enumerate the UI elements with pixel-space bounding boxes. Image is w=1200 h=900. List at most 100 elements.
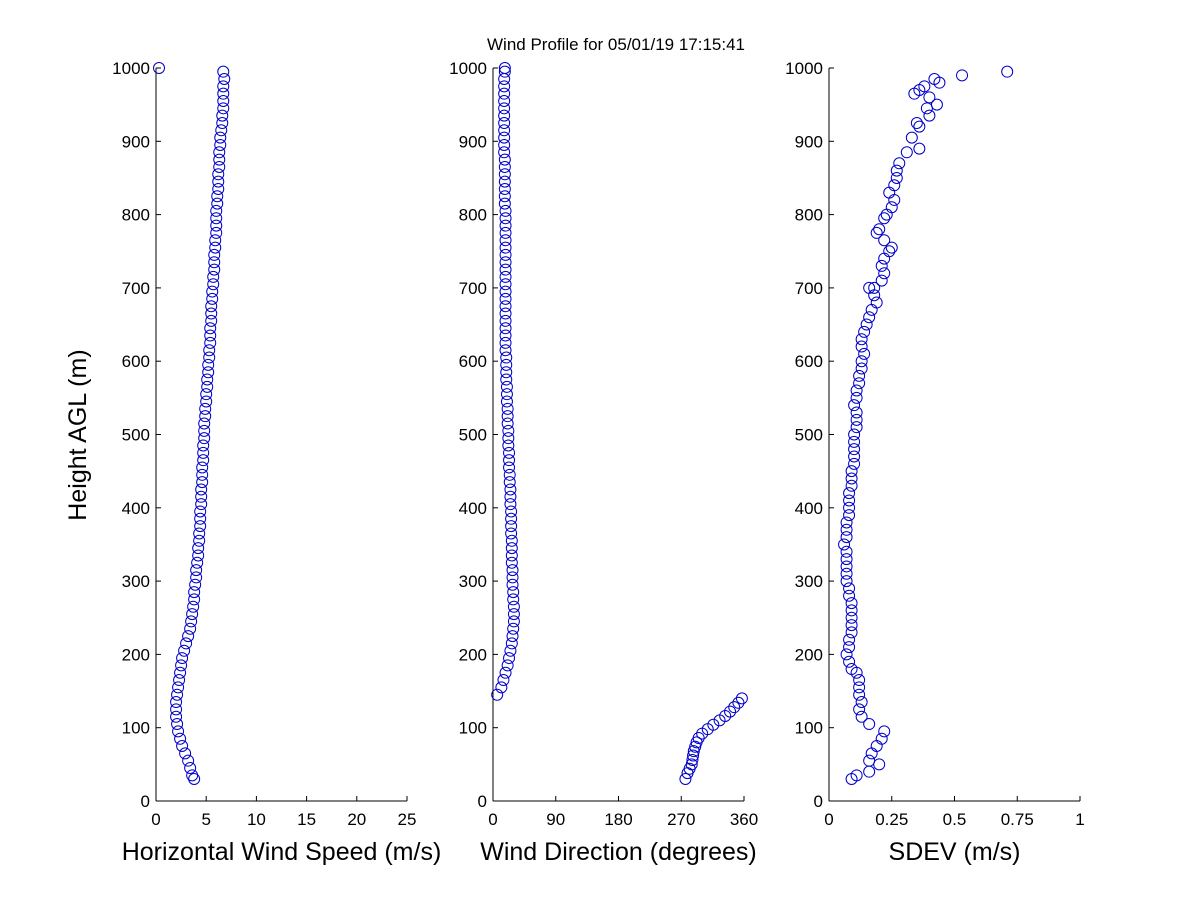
data-point — [858, 347, 871, 360]
y-axis-title: Height AGL (m) — [64, 349, 92, 520]
data-point — [843, 641, 856, 654]
data-point — [499, 263, 512, 276]
x-axis-title: SDEV (m/s) — [889, 838, 1021, 866]
data-point — [507, 593, 520, 606]
data-point — [890, 164, 903, 177]
data-point — [506, 630, 519, 643]
data-point — [848, 443, 861, 456]
data-point — [503, 454, 516, 467]
wind-direction-panel: 0 100 200 300 400 500 600 700 800 900 1000 0 90 180 27… — [449, 59, 758, 866]
data-point — [217, 80, 230, 93]
data-point — [495, 681, 508, 694]
data-point — [845, 626, 858, 639]
data-point — [198, 432, 211, 445]
data-point — [840, 567, 853, 580]
y-tick-label: 400 — [795, 499, 823, 518]
data-point — [855, 362, 868, 375]
data-point — [192, 542, 205, 555]
y-tick-label: 500 — [122, 426, 150, 445]
data-point — [172, 681, 185, 694]
y-tick-label: 100 — [122, 719, 150, 738]
data-point — [204, 322, 217, 335]
data-point — [498, 160, 511, 173]
data-point — [499, 256, 512, 269]
data-point — [845, 611, 858, 624]
data-point — [170, 703, 183, 716]
data-point — [505, 520, 518, 533]
data-point — [840, 560, 853, 573]
x-tick-label: 1 — [1075, 810, 1084, 829]
data-point — [498, 80, 511, 93]
data-point — [216, 116, 229, 129]
data-point — [863, 311, 876, 324]
data-point — [850, 421, 863, 434]
data-point — [1001, 65, 1014, 78]
data-point — [491, 688, 504, 701]
y-tick-label: 1000 — [449, 59, 487, 78]
data-point — [687, 749, 700, 762]
data-point — [505, 549, 518, 562]
data-point — [870, 740, 883, 753]
data-point — [878, 234, 891, 247]
data-point — [850, 413, 863, 426]
data-point — [505, 527, 518, 540]
y-tick-label: 800 — [795, 206, 823, 225]
data-point — [507, 600, 520, 613]
data-point — [172, 725, 185, 738]
data-point — [880, 208, 893, 221]
data-point — [850, 384, 863, 397]
y-tick-label: 500 — [795, 426, 823, 445]
data-point — [499, 314, 512, 327]
data-point — [199, 410, 212, 423]
data-point — [195, 483, 208, 496]
data-point — [883, 186, 896, 199]
data-point — [956, 69, 969, 82]
data-point — [845, 479, 858, 492]
data-point — [209, 234, 222, 247]
data-point — [845, 465, 858, 478]
y-tick-label: 400 — [459, 499, 487, 518]
data-point — [196, 468, 209, 481]
data-point — [840, 545, 853, 558]
data-point — [499, 204, 512, 217]
y-tick-label: 200 — [122, 645, 150, 664]
data-point — [212, 168, 225, 181]
data-point — [505, 534, 518, 547]
data-point — [194, 505, 207, 518]
data-point — [201, 380, 214, 393]
data-point — [507, 622, 520, 635]
data-point — [208, 263, 221, 276]
data-point — [853, 688, 866, 701]
data-point — [213, 146, 226, 159]
data-point — [878, 212, 891, 225]
data-point — [198, 424, 211, 437]
data-point — [878, 725, 891, 738]
data-point — [498, 72, 511, 85]
data-point — [863, 765, 876, 778]
data-point — [840, 648, 853, 661]
data-point — [873, 758, 886, 771]
data-point — [502, 432, 515, 445]
data-point — [176, 740, 189, 753]
data-point — [173, 674, 186, 687]
data-point — [500, 358, 513, 371]
data-point — [848, 457, 861, 470]
data-point — [184, 762, 197, 775]
y-tick-label: 1000 — [785, 59, 823, 78]
data-point — [843, 509, 856, 522]
data-point — [193, 534, 206, 547]
data-point — [840, 575, 853, 588]
data-point — [182, 630, 195, 643]
data-point — [184, 622, 197, 635]
y-tick-label: 1000 — [112, 59, 150, 78]
data-point — [863, 754, 876, 767]
data-point — [843, 494, 856, 507]
data-point — [728, 701, 741, 714]
data-point — [504, 498, 517, 511]
data-point — [843, 487, 856, 500]
data-point — [213, 153, 226, 166]
data-point — [217, 94, 230, 107]
data-point — [182, 754, 195, 767]
data-point — [499, 248, 512, 261]
